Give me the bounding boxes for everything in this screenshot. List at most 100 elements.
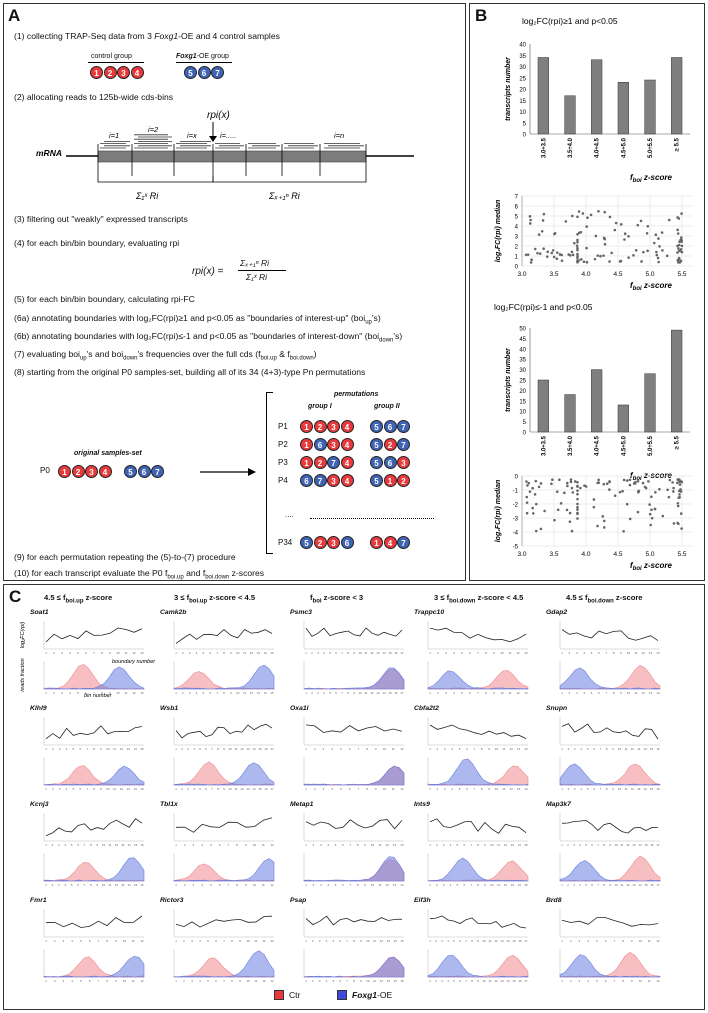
svg-text:12: 12 [400,787,404,791]
p0-circle-oe: 7 [151,465,164,478]
svg-text:3: 3 [573,883,575,887]
scatter-point [676,251,679,254]
svg-text:5: 5 [333,979,335,983]
scatter-point [550,251,554,255]
fc-line [45,915,143,928]
svg-text:1: 1 [305,651,307,655]
step-6b: (6b) annotating boundaries with log₂FC(r… [14,331,403,344]
reads-y-label: reads fraction [20,658,26,691]
p0-circle-ctrl: 2 [71,465,85,478]
scatter-point [528,222,532,225]
perm-circle: 5 [370,438,383,451]
svg-text:12: 12 [115,843,119,847]
scatter-point [648,512,652,516]
scatter-point [661,514,665,518]
scatter-point [585,260,589,264]
svg-text:6: 6 [219,883,221,887]
oe-area [303,667,405,690]
svg-text:16: 16 [650,883,654,887]
svg-text:6: 6 [466,787,468,791]
svg-text:8: 8 [485,691,487,695]
svg-text:2: 2 [569,691,571,695]
svg-text:4: 4 [580,787,582,791]
step-8: (8) starting from the original P0 sample… [14,367,366,377]
perm-circle: 7 [397,536,410,549]
svg-text:4: 4 [69,691,71,695]
svg-text:3: 3 [319,979,321,983]
svg-text:1: 1 [305,843,307,847]
svg-text:1: 1 [305,787,307,791]
svg-text:3: 3 [317,651,319,655]
scatter-point [599,254,602,258]
perm-circle: 5 [300,536,313,549]
svg-text:13: 13 [376,651,380,655]
svg-text:3: 3 [576,651,578,655]
svg-text:12: 12 [370,651,374,655]
svg-text:9: 9 [493,651,495,655]
oe-area [559,763,661,786]
svg-text:11: 11 [373,979,376,983]
scatter-point [646,224,650,228]
svg-text:1: 1 [429,883,431,887]
svg-text:11: 11 [502,787,505,791]
svg-text:1: 1 [561,939,563,943]
svg-text:5: 5 [335,883,337,887]
svg-text:4: 4 [193,747,195,751]
scatter-point [627,256,630,259]
svg-text:7: 7 [86,787,88,791]
scatter-x-tick: 5.5 [677,271,686,278]
oe-area [303,856,405,882]
svg-text:15: 15 [134,843,138,847]
svg-text:13: 13 [393,843,397,847]
svg-text:7: 7 [86,747,88,751]
svg-text:1: 1 [175,747,177,751]
svg-text:17: 17 [400,651,404,655]
scatter-point [677,247,680,250]
svg-text:13: 13 [246,747,250,751]
svg-text:15: 15 [388,651,392,655]
svg-text:2: 2 [435,939,437,943]
svg-text:6: 6 [210,691,212,695]
svg-text:4: 4 [580,747,582,751]
scatter-point [660,231,664,234]
scatter-point [618,490,622,494]
scatter-point [677,243,681,247]
svg-text:10: 10 [236,651,240,655]
p0-circle-oe: 6 [137,465,151,478]
svg-text:14: 14 [134,787,138,791]
foxg1-group-underline [176,62,232,63]
svg-text:10: 10 [123,979,127,983]
svg-text:3: 3 [444,747,446,751]
svg-text:12: 12 [510,787,514,791]
legend-ctr-swatch [274,990,284,1000]
svg-text:11: 11 [255,939,258,943]
scatter-y-tick: 0 [515,265,519,271]
bar-y-tick: 20 [519,88,526,94]
svg-text:15: 15 [400,939,404,943]
svg-text:8: 8 [471,979,473,983]
gene-label: Kcnj3 [30,801,49,808]
svg-text:16: 16 [264,747,268,751]
bar-x-tick: 5.0÷5.5 [648,435,654,456]
scatter-point [576,492,579,496]
svg-text:11: 11 [365,651,368,655]
p0-arrow [200,468,256,476]
svg-text:4: 4 [327,883,329,887]
svg-text:2: 2 [313,843,315,847]
svg-text:12: 12 [270,843,274,847]
svg-text:10: 10 [246,939,250,943]
perm-circle: 4 [340,438,354,451]
scatter-point [650,495,653,499]
perm-circle: 6 [383,420,397,433]
svg-text:13: 13 [517,787,521,791]
scatter-point [585,246,588,250]
scatter-point [576,215,579,219]
scatter-point [569,478,573,481]
scatter-point [525,511,529,515]
oe-area [559,667,661,690]
svg-text:8: 8 [622,939,624,943]
svg-text:11: 11 [132,939,135,943]
svg-text:7: 7 [600,747,602,751]
svg-text:1: 1 [429,691,431,695]
oe-area [43,765,145,786]
